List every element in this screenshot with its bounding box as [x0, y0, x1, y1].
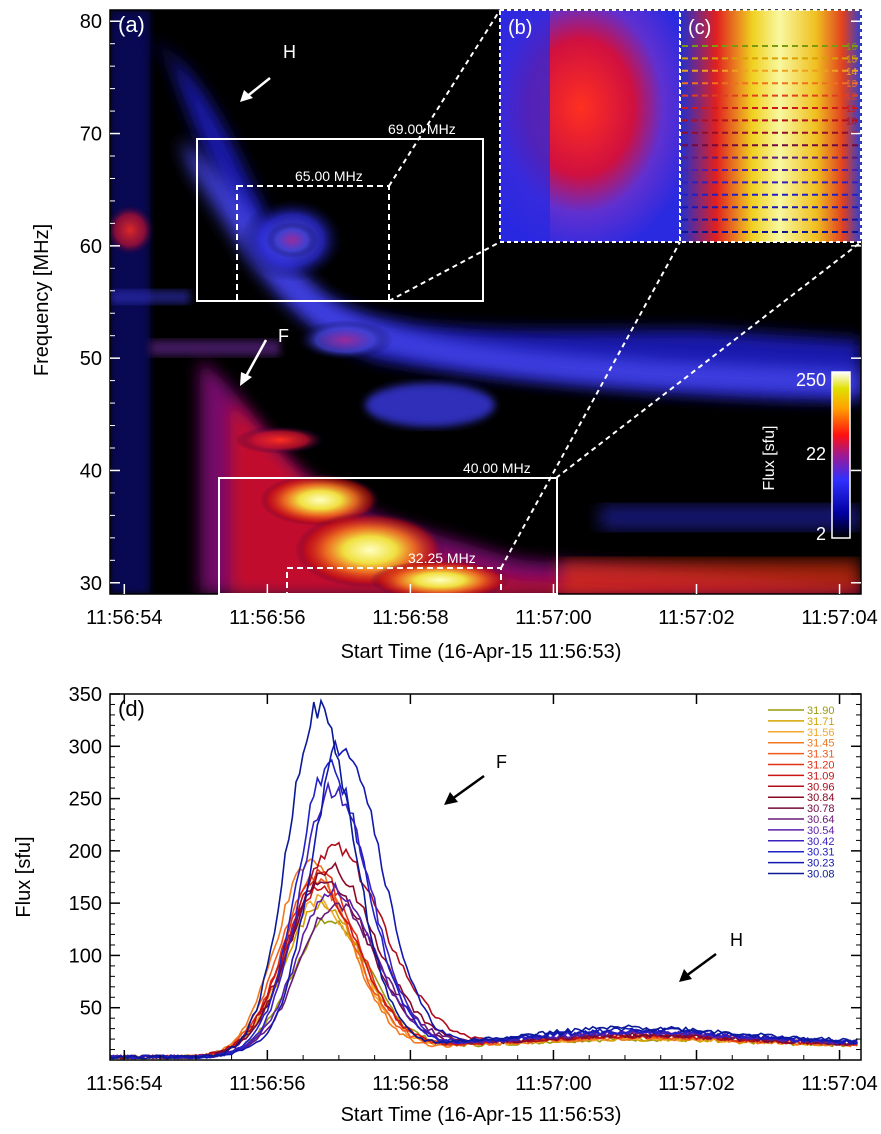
inset-c-line-label: 10 [846, 116, 858, 127]
series-line-30-23 [110, 738, 858, 1059]
panel-a-ytick-label: 70 [80, 124, 102, 146]
panel-d-ytick-label: 250 [69, 789, 102, 811]
panel-a-ytick-label: 50 [80, 348, 102, 370]
legend-label: 31.20 [807, 760, 835, 772]
panel-a-xtick-label: 11:57:02 [658, 607, 734, 629]
legend-label: 30.78 [807, 803, 835, 815]
inset-c-label: (c) [688, 17, 711, 39]
panel-d-xlabel: Start Time (16-Apr-15 11:56:53) [341, 1104, 622, 1126]
legend-label: 31.56 [807, 727, 835, 739]
panel-d-ytick-label: 350 [69, 684, 102, 706]
arrow-h: H [240, 42, 296, 102]
panel-d-frame [109, 693, 862, 1061]
panel-d-series [110, 698, 858, 1060]
arrow-f-d: F [444, 752, 507, 805]
panel-d-xtick-label: 11:57:04 [801, 1073, 877, 1095]
panel-a-label: (a) [118, 12, 145, 37]
spectrogram-emission [110, 10, 861, 594]
legend-label: 30.31 [807, 847, 835, 859]
inset-c-line-label: 11 [846, 104, 857, 115]
inset-b: (b) [499, 9, 681, 243]
colorbar-tick-22: 22 [806, 444, 826, 464]
panel-d-ytick-label: 200 [69, 841, 102, 863]
panel-a-ytick-label: 40 [80, 460, 102, 482]
arrow-h-label: H [283, 42, 296, 62]
inset-c-line-label: 12 [846, 92, 858, 103]
colorbar-gradient [831, 371, 851, 539]
panel-d-ytick-label: 300 [69, 736, 102, 758]
box-label-32-mhz: 32.25 MHz [408, 550, 476, 566]
legend-label: 30.42 [807, 836, 835, 848]
panel-a-xtick-label: 11:57:04 [801, 607, 877, 629]
legend-label: 31.90 [807, 705, 835, 717]
panel-d-ytick-label: 100 [69, 945, 102, 967]
arrow-f-label: F [278, 326, 289, 346]
panel-a-axes: 30 40 50 60 70 80 11:56:54 11:56:56 11:56:58 11:5… [80, 11, 878, 629]
panel-a-ylabel: Frequency [MHz] [31, 224, 53, 376]
panel-d-xtick-label: 11:56:58 [372, 1073, 448, 1095]
panel-a-ytick-label: 80 [80, 11, 102, 33]
panel-a-xtick-label: 11:57:00 [515, 607, 591, 629]
panel-d-lineplot: (d) F H 31.9031.7131.5631.4531.3131.2031… [13, 684, 878, 1126]
inset-c-line-label: 15 [846, 54, 858, 65]
legend-label: 31.31 [807, 749, 835, 761]
legend-label: 31.45 [807, 738, 835, 750]
box-label-65-mhz: 65.00 MHz [295, 168, 363, 184]
inset-c-line-label: 16 [846, 42, 858, 53]
legend-label: 30.54 [807, 825, 835, 837]
panel-a-spectrogram: 69.00 MHz 65.00 MHz 40.00 MHz 32.25 MHz … [31, 9, 878, 663]
arrow-f-d-label: F [496, 752, 507, 772]
panel-d-axes: 50 100 150 200 250 300 350 11:56:54 11:56:56 11:5… [69, 684, 878, 1095]
colorbar-tick-250: 250 [796, 370, 826, 390]
panel-d-background [110, 694, 861, 1060]
arrow-h-d: H [679, 930, 743, 982]
panel-d-ylabel: Flux [sfu] [13, 836, 35, 917]
inset-c-line-label: 13 [846, 79, 858, 90]
arrow-h-d-label: H [730, 930, 743, 950]
box-65-mhz [236, 185, 390, 302]
panel-d-label: (d) [118, 696, 145, 721]
panel-d-xtick-label: 11:56:56 [229, 1073, 305, 1095]
colorbar-title: Flux [sfu] [761, 426, 778, 491]
panel-a-xtick-label: 11:56:56 [229, 607, 305, 629]
legend-label: 30.84 [807, 792, 835, 804]
panel-d-xtick-label: 11:57:02 [658, 1073, 734, 1095]
panel-a-ytick-label: 30 [80, 573, 102, 595]
legend-label: 30.96 [807, 781, 835, 793]
inset-c-line-label: 14 [846, 67, 858, 78]
panel-a-xlabel: Start Time (16-Apr-15 11:56:53) [341, 641, 622, 663]
panel-a-xtick-label: 11:56:58 [372, 607, 448, 629]
panel-d-ytick-label: 50 [80, 998, 102, 1020]
legend-label: 31.71 [807, 716, 835, 728]
box-label-40-mhz: 40.00 MHz [463, 460, 531, 476]
zoom-connectors [388, 9, 862, 569]
panel-d-ytick-label: 150 [69, 893, 102, 915]
legend-label: 30.08 [807, 869, 835, 881]
panel-d-xtick-label: 11:56:54 [86, 1073, 162, 1095]
panel-a-xtick-label: 11:56:54 [86, 607, 162, 629]
panel-a-ytick-label: 60 [80, 236, 102, 258]
arrow-f: F [240, 326, 289, 386]
box-label-69-mhz: 69.00 MHz [388, 121, 456, 137]
series-line-30-08 [110, 698, 858, 1060]
colorbar-tick-2: 2 [816, 524, 826, 544]
inset-b-label: (b) [508, 17, 532, 39]
legend-label: 30.23 [807, 858, 835, 870]
colorbar: 250 22 2 Flux [sfu] [761, 370, 851, 544]
legend-label: 30.64 [807, 814, 835, 826]
panel-d-legend: 31.9031.7131.5631.4531.3131.2031.0930.96… [768, 705, 835, 881]
panel-d-xtick-label: 11:57:00 [515, 1073, 591, 1095]
legend-label: 31.09 [807, 770, 835, 782]
